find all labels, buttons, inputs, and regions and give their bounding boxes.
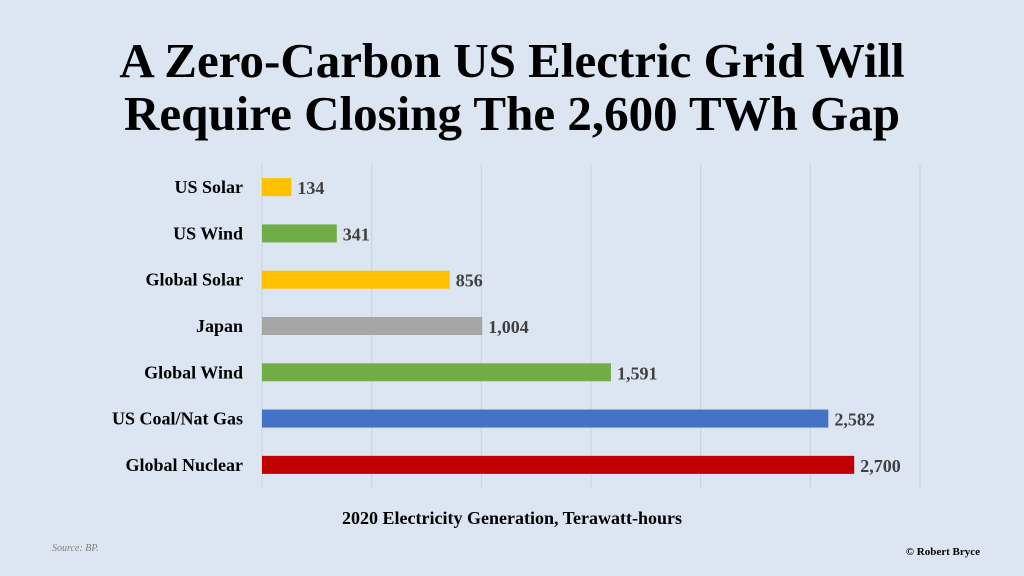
category-labels: US Solar US Wind Global Solar Japan Global W… xyxy=(112,177,243,475)
bar xyxy=(262,224,337,243)
category-label: US Wind xyxy=(173,223,243,243)
copyright-note: © Robert Bryce xyxy=(905,546,980,558)
bars xyxy=(262,178,855,474)
data-label: 1,591 xyxy=(617,363,658,383)
data-label: 1,004 xyxy=(488,317,529,337)
data-label: 341 xyxy=(343,224,370,244)
data-label: 2,582 xyxy=(834,410,875,430)
chart-title-line-2: Require Closing The 2,600 TWh Gap xyxy=(123,86,900,141)
bar xyxy=(262,363,611,382)
x-axis-label: 2020 Electricity Generation, Terawatt-ho… xyxy=(342,508,682,528)
category-label: Japan xyxy=(196,316,243,336)
bar xyxy=(262,178,292,197)
chart-title-line-1: A Zero-Carbon US Electric Grid Will xyxy=(119,33,905,88)
chart-title: A Zero-Carbon US Electric Grid Will Requ… xyxy=(0,34,1024,140)
category-label: Global Wind xyxy=(144,362,243,382)
data-label: 2,700 xyxy=(860,456,901,476)
category-label: Global Solar xyxy=(145,270,243,290)
source-note: Source: BP. xyxy=(52,543,99,554)
category-label: Global Nuclear xyxy=(126,455,244,475)
data-labels: 134 341 856 1,004 1,591 2,582 2,700 xyxy=(297,178,900,476)
bar xyxy=(262,317,483,335)
category-label: US Coal/Nat Gas xyxy=(112,409,243,429)
category-label: US Solar xyxy=(174,177,243,197)
bar xyxy=(262,270,450,289)
bar xyxy=(262,455,855,474)
bar xyxy=(262,409,829,428)
data-label: 856 xyxy=(456,271,483,291)
data-label: 134 xyxy=(297,178,324,198)
